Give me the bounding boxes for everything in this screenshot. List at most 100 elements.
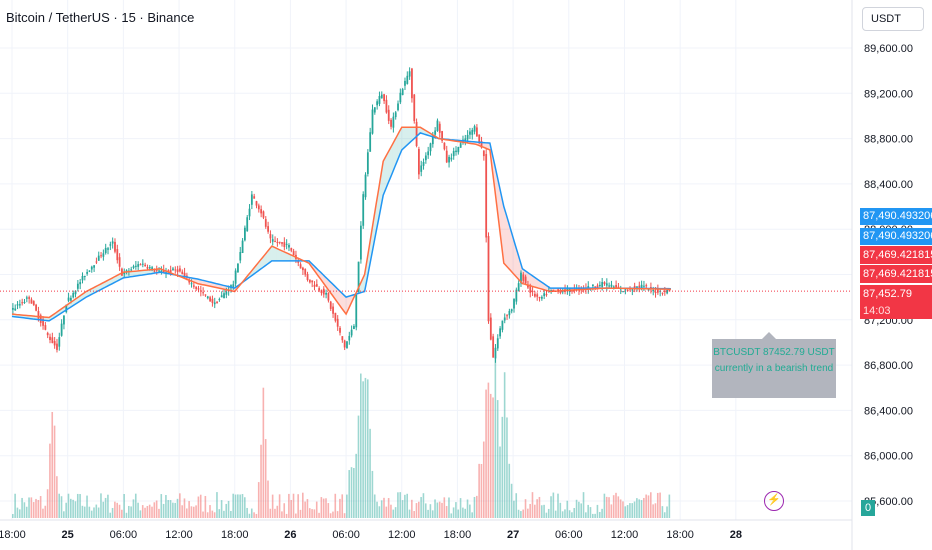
candle-body [640, 284, 643, 289]
time-tick-label: 27 [507, 529, 519, 541]
candle-body [387, 109, 390, 121]
candle-body [56, 343, 58, 350]
volume-bar [153, 502, 156, 518]
candle-body [72, 292, 75, 298]
volume-bar [482, 441, 485, 518]
candle-body [123, 271, 126, 275]
candle-body [30, 299, 33, 304]
volume-bar [155, 500, 158, 518]
candle-body [264, 219, 267, 227]
volume-bar [30, 497, 33, 518]
volume-bar [492, 397, 494, 518]
annotation-box[interactable]: BTCUSDT 87452.79 USDT currently in a bea… [712, 339, 836, 398]
candle-body [302, 267, 304, 271]
ma-cloud-segment [334, 285, 337, 302]
candle-body [76, 283, 79, 289]
volume-bar [346, 494, 348, 518]
volume-bar [292, 493, 295, 518]
candle-body [260, 209, 263, 214]
candle-body [292, 250, 295, 256]
volume-bar [360, 373, 362, 518]
candle-body [37, 311, 40, 319]
volume-bar [281, 511, 283, 518]
candle-body [534, 293, 536, 297]
volume-bar [357, 415, 360, 518]
candle-body [503, 317, 506, 321]
candle-body [278, 241, 281, 243]
ma-cloud-segment [343, 294, 347, 315]
volume-bar [244, 497, 246, 518]
volume-bar [95, 504, 98, 518]
lightning-icon[interactable]: ⚡ [764, 491, 784, 511]
candle-body [130, 269, 133, 271]
volume-bar [415, 503, 418, 518]
candle-body [392, 116, 395, 128]
candle-body [65, 304, 68, 313]
candle-body [401, 89, 404, 96]
candle-body [125, 270, 128, 272]
ma-cloud-segment [146, 269, 149, 275]
annotation-line-2: currently in a bearish trend [714, 363, 834, 374]
candle-body [332, 306, 334, 314]
volume-bar [206, 512, 209, 518]
candle-body [643, 285, 645, 287]
volume-bar [76, 493, 79, 518]
candle-body [195, 286, 198, 290]
candle-body [615, 285, 617, 288]
ma-cloud-segment [369, 232, 372, 268]
volume-bar [295, 513, 297, 518]
candle-body [668, 289, 671, 292]
volume-bar [25, 506, 28, 518]
volume-bar [564, 509, 566, 518]
candle-body [49, 336, 51, 341]
ma-cloud-segment [503, 206, 507, 266]
candle-body [288, 245, 290, 248]
volume-bar [271, 494, 274, 518]
volume-bar [473, 496, 476, 518]
ma-cloud-segment [401, 127, 405, 150]
volume-bar [264, 439, 267, 518]
volume-bar [654, 503, 657, 518]
volume-bar [141, 505, 144, 518]
volume-bar [132, 499, 135, 518]
ma-lower-tag-2: 87,469.421815 [860, 265, 932, 283]
candle-body [246, 217, 249, 232]
candle-body [571, 290, 573, 292]
volume-bar [74, 501, 77, 518]
volume-bar [668, 494, 671, 518]
candle-body [16, 304, 19, 306]
candle-body [661, 292, 664, 294]
volume-bar [424, 503, 427, 518]
volume-bar [322, 498, 325, 518]
candle-body [86, 271, 89, 274]
volume-bar [197, 496, 200, 518]
candle-body [181, 271, 184, 275]
candle-body [654, 291, 657, 293]
candle-body [116, 249, 119, 261]
ma-cloud-segment [341, 292, 344, 311]
volume-bar [183, 498, 186, 518]
volume-bar [230, 510, 232, 518]
ma-cloud-segment [536, 278, 539, 289]
countdown-tag: 14:03 [860, 303, 932, 319]
candle-body [153, 270, 156, 272]
volume-bar [134, 493, 137, 518]
volume-bar [83, 506, 86, 518]
candle-body [369, 132, 372, 152]
volume-bar [311, 509, 313, 518]
volume-bar [299, 509, 302, 518]
candle-body [23, 301, 26, 303]
volume-bar [327, 503, 330, 518]
candle-body [111, 241, 114, 244]
time-tick-label: 06:00 [110, 529, 138, 541]
candle-body [244, 227, 246, 241]
candle-body [88, 270, 91, 272]
volume-bar [202, 511, 204, 518]
candle-body [102, 253, 105, 257]
volume-bar [318, 512, 320, 518]
volume-bar [522, 509, 524, 518]
volume-bar [353, 468, 355, 518]
volume-bar [348, 470, 350, 518]
currency-button[interactable]: USDT [862, 7, 924, 31]
